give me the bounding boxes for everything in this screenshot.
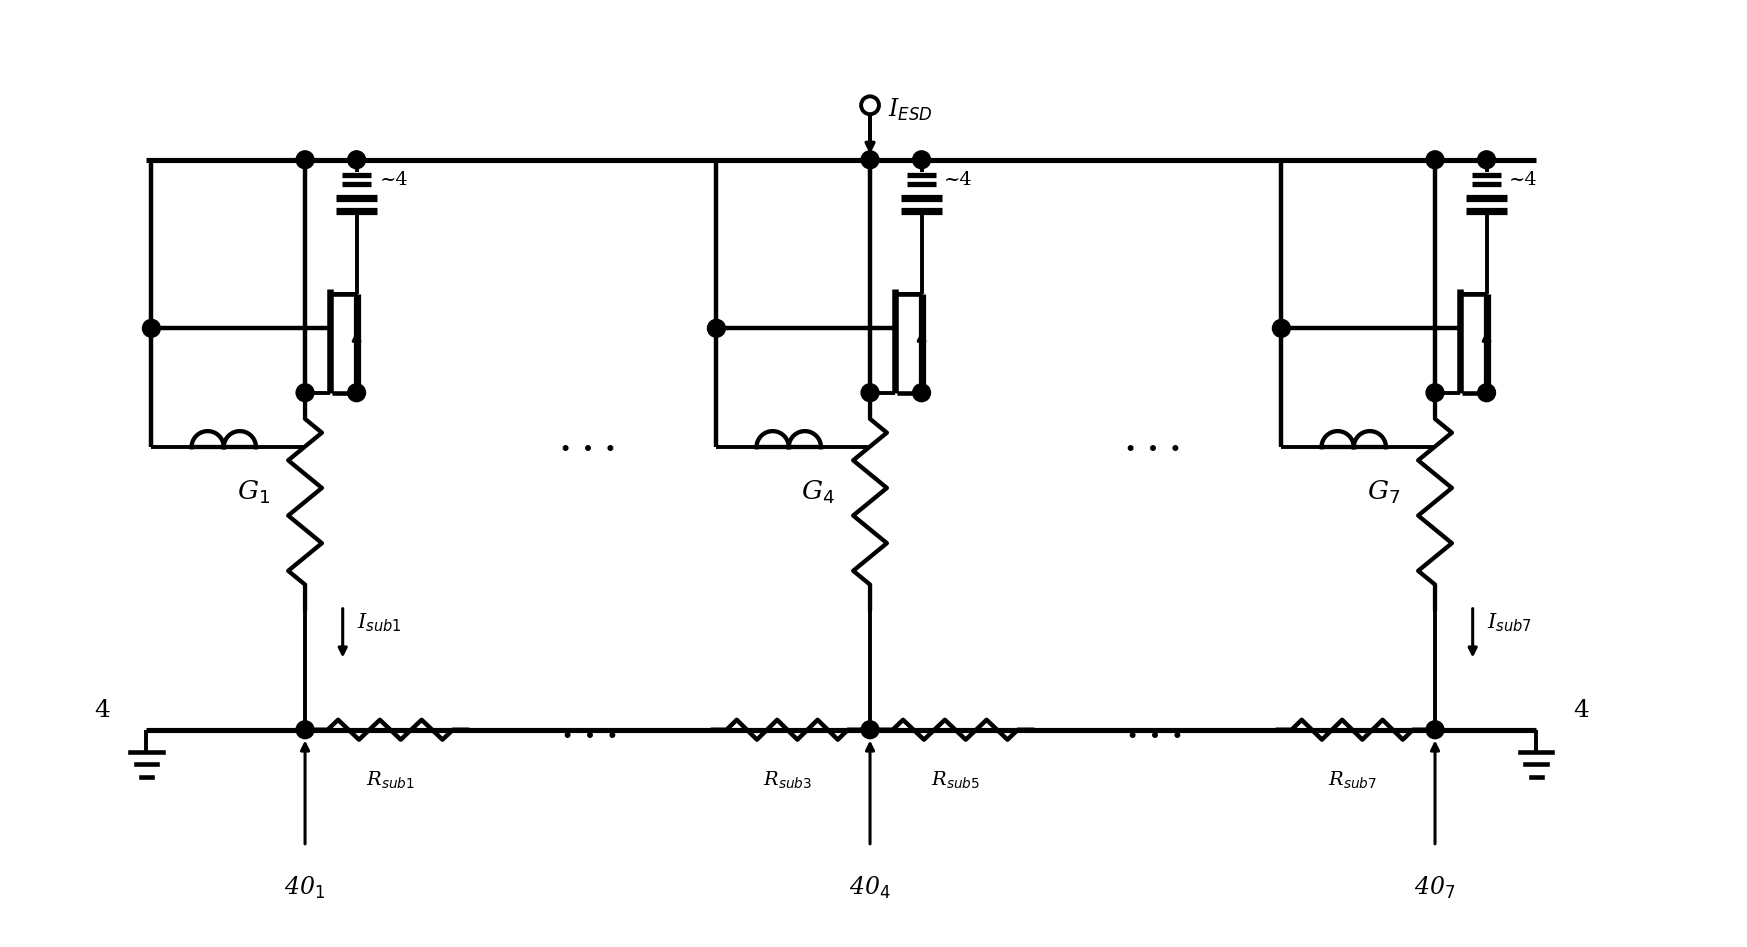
Circle shape <box>297 721 314 739</box>
Text: ~4: ~4 <box>1509 170 1537 188</box>
Text: G$_7$: G$_7$ <box>1366 478 1399 506</box>
Circle shape <box>143 319 161 337</box>
Circle shape <box>1426 721 1445 739</box>
Text: ~4: ~4 <box>945 170 973 188</box>
Text: R$_{sub7}$: R$_{sub7}$ <box>1328 769 1377 791</box>
Text: 40$_7$: 40$_7$ <box>1415 875 1455 902</box>
Text: R$_{sub3}$: R$_{sub3}$ <box>763 769 812 791</box>
Text: 40$_1$: 40$_1$ <box>285 875 325 902</box>
Text: I$_{sub7}$: I$_{sub7}$ <box>1487 612 1532 634</box>
Text: . . .: . . . <box>559 427 615 457</box>
Text: R$_{sub1}$: R$_{sub1}$ <box>365 769 414 791</box>
Circle shape <box>1426 151 1445 169</box>
Circle shape <box>1478 151 1495 169</box>
Circle shape <box>861 384 879 402</box>
Circle shape <box>861 721 879 739</box>
Circle shape <box>348 151 365 169</box>
Text: 4: 4 <box>1572 699 1588 722</box>
Circle shape <box>912 151 931 169</box>
Text: ~4: ~4 <box>379 170 409 188</box>
Text: G$_1$: G$_1$ <box>238 478 271 506</box>
Circle shape <box>1272 319 1291 337</box>
Circle shape <box>297 151 314 169</box>
Circle shape <box>912 384 931 402</box>
Circle shape <box>1478 384 1495 402</box>
Text: G$_4$: G$_4$ <box>802 478 835 506</box>
Circle shape <box>1426 384 1445 402</box>
Circle shape <box>297 384 314 402</box>
Circle shape <box>861 97 879 115</box>
Circle shape <box>708 319 725 337</box>
Text: 4: 4 <box>94 699 110 722</box>
Text: I$_{ESD}$: I$_{ESD}$ <box>887 98 933 123</box>
Circle shape <box>348 384 365 402</box>
Text: . . .: . . . <box>1127 714 1183 745</box>
Text: 40$_4$: 40$_4$ <box>849 875 891 902</box>
Text: R$_{sub5}$: R$_{sub5}$ <box>931 769 980 791</box>
Text: . . .: . . . <box>1125 427 1181 457</box>
Circle shape <box>861 151 879 169</box>
Text: . . .: . . . <box>563 714 618 745</box>
Text: I$_{sub1}$: I$_{sub1}$ <box>356 612 402 634</box>
